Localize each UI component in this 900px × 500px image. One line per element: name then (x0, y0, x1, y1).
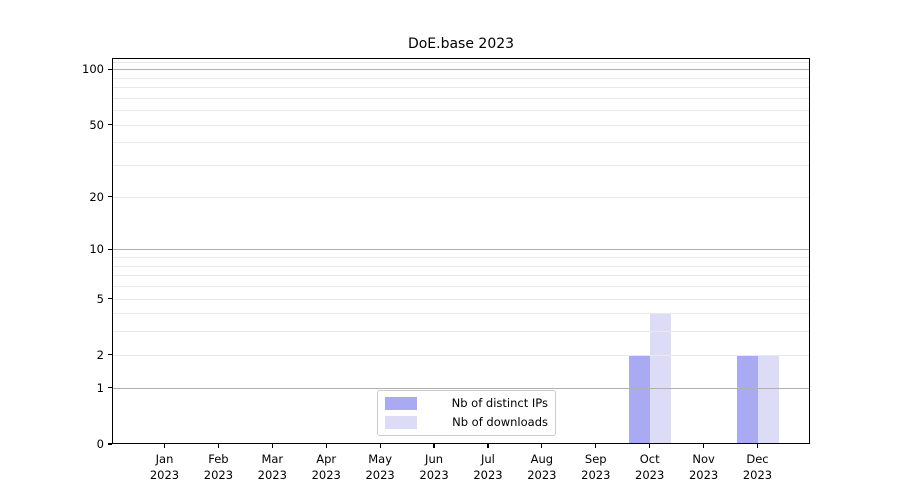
x-tick-year: 2023 (365, 468, 395, 482)
y-tick-label: 100 (82, 62, 104, 77)
y-tick-label: 10 (89, 242, 104, 257)
plot-border (112, 58, 810, 444)
y-tick-mark (108, 443, 112, 445)
x-tick-year: 2023 (688, 468, 719, 482)
gridline-minor (112, 275, 810, 277)
y-tick-label: 1 (96, 380, 104, 395)
x-tick-label: Mar 2023 (242, 451, 302, 483)
x-tick-label: May 2023 (350, 451, 410, 483)
x-tick-month: Feb (208, 452, 229, 466)
y-tick-label: 0 (96, 437, 104, 451)
x-tick-mark (595, 444, 597, 448)
gridline-minor (112, 257, 810, 259)
x-tick-mark (487, 444, 489, 448)
gridline-minor (112, 87, 810, 89)
x-tick-label: Dec 2023 (728, 451, 788, 483)
x-tick-month: Jul (481, 452, 495, 466)
legend-entry: Nb of distinct IPs (385, 396, 548, 411)
x-tick-mark (379, 444, 381, 448)
x-tick-year: 2023 (419, 468, 449, 482)
x-tick-mark (702, 444, 705, 448)
x-tick-month: Dec (746, 452, 769, 466)
gridline-major (112, 69, 810, 71)
x-tick-month: Nov (692, 452, 715, 466)
gridline-minor (112, 165, 810, 167)
x-tick-label: Sep 2023 (566, 451, 626, 483)
legend-swatch-downloads (385, 416, 417, 429)
gridline-minor (112, 354, 810, 356)
bar-distinct-ips (628, 354, 650, 444)
x-tick-year: 2023 (149, 468, 180, 482)
legend-entry: Nb of downloads (385, 415, 548, 430)
bar-downloads (649, 313, 671, 444)
x-tick-month: Oct (639, 452, 660, 466)
x-tick-mark (163, 444, 166, 448)
gridline-minor (112, 142, 810, 144)
x-tick-year: 2023 (742, 468, 773, 482)
legend-label: Nb of distinct IPs (451, 396, 548, 410)
x-tick-label: Nov 2023 (674, 451, 734, 483)
legend-label: Nb of downloads (452, 415, 548, 429)
x-tick-label: Jun 2023 (404, 451, 464, 483)
x-tick-mark (649, 444, 651, 448)
gridline-major (112, 249, 810, 251)
x-tick-mark (433, 444, 435, 448)
x-tick-month: Sep (584, 452, 607, 466)
y-tick-mark (108, 387, 112, 389)
gridline-major (112, 387, 810, 389)
y-tick-label: 20 (89, 189, 104, 204)
x-tick-mark (271, 444, 273, 448)
y-tick-mark (108, 248, 112, 250)
x-tick-year: 2023 (203, 468, 234, 482)
x-tick-label: Jul 2023 (458, 451, 518, 483)
x-tick-month: Jan (155, 452, 174, 466)
x-tick-month: May (368, 452, 393, 466)
gridline-minor (112, 265, 810, 267)
gridline-minor (112, 331, 810, 333)
y-tick-label: 5 (96, 291, 104, 306)
y-tick-mark (108, 354, 112, 356)
gridline-minor (112, 110, 810, 112)
y-tick-label: 2 (96, 347, 104, 362)
x-tick-mark (217, 444, 219, 448)
y-tick-label: 50 (89, 117, 104, 132)
x-tick-mark (541, 444, 543, 448)
x-tick-mark (325, 444, 327, 448)
x-tick-month: Apr (316, 452, 337, 466)
gridline-minor (112, 313, 810, 315)
x-tick-mark (756, 444, 759, 448)
gridline-minor (112, 285, 810, 287)
bar-distinct-ips (736, 354, 758, 444)
x-tick-month: Aug (530, 452, 554, 466)
x-tick-label: Feb 2023 (188, 451, 248, 483)
x-tick-month: Mar (261, 452, 284, 466)
chart-title: DoE.base 2023 (407, 36, 515, 52)
gridline-minor (112, 196, 810, 198)
y-tick-mark (108, 196, 112, 198)
x-tick-year: 2023 (527, 468, 557, 482)
x-tick-label: Aug 2023 (512, 451, 572, 483)
gridline-minor (112, 77, 810, 79)
y-tick-mark (108, 297, 112, 300)
bar-downloads (757, 354, 779, 444)
legend: Nb of distinct IPs Nb of downloads (377, 390, 556, 436)
legend-swatch-distinct-ips (385, 397, 417, 410)
x-tick-label: Oct 2023 (620, 451, 680, 483)
x-tick-label: Jan 2023 (135, 451, 195, 483)
x-tick-year: 2023 (311, 468, 341, 482)
x-tick-label: Apr 2023 (296, 451, 356, 483)
plot-area (112, 58, 810, 444)
gridline-minor (112, 298, 810, 300)
x-tick-year: 2023 (635, 468, 665, 482)
gridline-minor (112, 97, 810, 99)
x-tick-year: 2023 (581, 468, 611, 482)
x-tick-month: Jun (425, 452, 444, 466)
y-tick-mark (108, 124, 112, 126)
y-tick-mark (108, 68, 112, 70)
gridline-minor (112, 124, 810, 126)
x-tick-year: 2023 (473, 468, 503, 482)
x-tick-year: 2023 (257, 468, 287, 482)
gridline-minor (112, 61, 810, 63)
